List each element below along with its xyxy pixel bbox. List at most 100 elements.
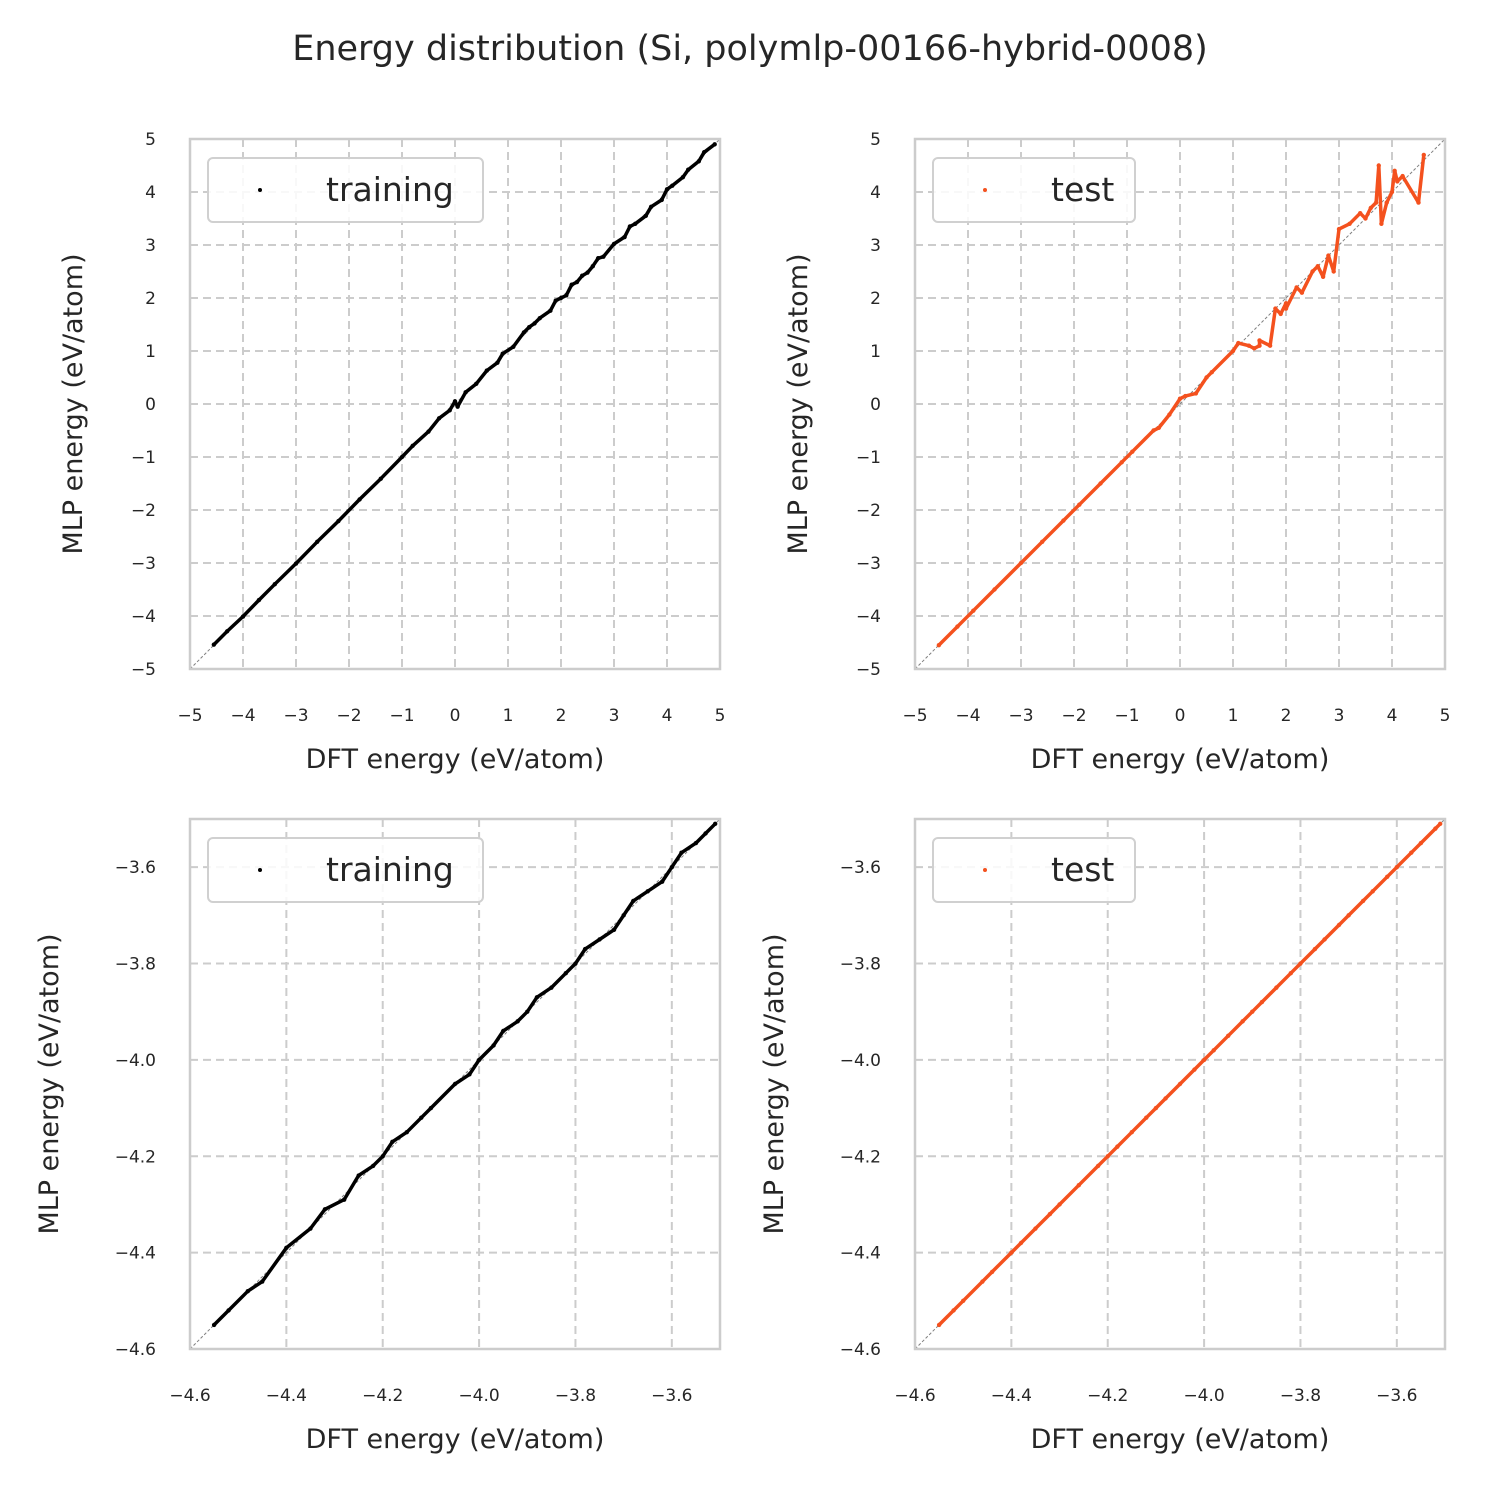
panel-2-data-point-13 [419,1115,424,1120]
panel-0-y-axis-label: MLP energy (eV/atom) [58,253,89,554]
panel-1-data-point-29 [1283,306,1289,311]
panel-0-data-point-1 [224,629,230,634]
panel-0-data-point-37 [601,254,606,259]
panel-1-axes-frame [913,137,1447,671]
panel-3-data-point-13 [1115,1144,1120,1149]
panel-3-x-tick-label-2: −4.2 [1087,1386,1128,1406]
panel-0-y-tick-label-2: −3 [131,554,156,574]
panel-2-data-point-1 [226,1308,231,1313]
panel-2-series-trace-0 [212,822,717,1327]
panel-1-data-point-41 [1368,205,1374,211]
panel-2-data-point-28 [611,927,617,933]
panel-1-y-tick-label-9: 4 [870,183,881,203]
panel-0-data-point-33 [580,273,585,278]
panel-1-legend: test [932,157,1136,223]
panel-1-x-axis-label: DFT energy (eV/atom) [1031,744,1330,775]
panel-0-y-tick-label-10: 5 [145,130,156,150]
panel-0-legend-label: training [326,170,454,209]
panel-0-legend: training [207,157,484,223]
panel-1-data-point-16 [1193,391,1199,396]
panel-1-y-axis-label: MLP energy (eV/atom) [783,253,814,554]
panel-1-series-trace-0 [937,153,1426,647]
panel-2-legend-box [207,837,484,903]
panel-3-y-axis-label: MLP energy (eV/atom) [759,933,790,1234]
panel-2-y-tick-label-3: −4.0 [115,1051,156,1071]
panel-2-y-tick-label-2: −4.2 [115,1147,156,1167]
panel-2-data-point-32 [659,879,665,884]
panel-2-data-point-31 [645,889,650,894]
panel-0-series-trace-0 [212,142,717,647]
panel-0-data-point-24 [527,324,532,330]
panel-0-data-point-27 [548,308,553,313]
panel-2-y-tick-label-4: −3.8 [115,955,156,975]
panel-1-data-point-46 [1389,189,1395,195]
panel-3-legend: test [932,837,1136,903]
panel-3-legend-box [932,837,1136,903]
panel-1-data-point-0 [936,642,942,648]
panel-2-data-point-17 [476,1057,482,1063]
panel-3-data-point-40 [1437,821,1443,827]
panel-1-data-point-44 [1379,221,1384,226]
panel-0-y-tick-label-8: 3 [145,236,156,256]
panel-0-y-tick-label-1: −4 [131,607,156,627]
panel-1-x-tick-label-2: −3 [1008,706,1033,726]
panel-1-data-point-1 [955,624,960,629]
panel-1-y-tick-label-6: 1 [870,342,881,362]
panel-0-x-tick-label-4: −1 [389,706,414,726]
panel-3-data-point-14 [1129,1129,1135,1135]
panel-0-data-point-32 [574,279,580,285]
panel-3-x-tick-label-3: −4.0 [1183,1386,1224,1406]
panel-0-data-point-4 [272,582,277,587]
panel-1-data-point-49 [1400,173,1405,179]
panel-3-data-point-0 [936,1322,942,1328]
panel-1-x-tick-label-3: −2 [1061,706,1086,726]
panel-2-y-tick-label-5: −3.6 [115,858,156,878]
panel-2-data-point-35 [693,840,699,846]
panel-0-data-point-51 [712,142,717,147]
panel-0-data-point-12 [426,429,431,434]
panel-3-data-point-9 [1057,1202,1062,1207]
panel-1-data-point-9 [1119,460,1124,465]
panel-3-data-point-10 [1076,1182,1082,1188]
panel-1-data-point-32 [1310,269,1315,274]
panel-3-y-tick-label-1: −4.4 [840,1244,881,1264]
panel-0-legend-box [207,157,484,223]
panel-1-data-point-21 [1246,343,1252,348]
panel-0-data-point-8 [357,497,362,502]
panel-0-data-point-0 [211,642,217,647]
panel-3-data-point-21 [1211,1048,1216,1053]
panel-3-legend-label: test [1051,850,1114,889]
panel-2-legend-label: training [326,850,454,889]
panel-3-data-point-12 [1105,1154,1110,1159]
panel-0-data-point-16 [455,404,460,409]
panel-2-data-point-36 [703,831,708,836]
panel-1-data-point-47 [1392,168,1397,173]
panel-0-data-point-23 [521,330,527,335]
panel-1-data-point-6 [1061,518,1066,523]
panel-1-data-point-14 [1177,396,1183,401]
panel-1-x-tick-label-5: 0 [1175,706,1186,726]
panel-1-data-point-7 [1077,502,1082,507]
panel-1-data-point-25 [1267,343,1273,348]
panel-0-data-point-30 [564,293,569,298]
panel-0-legend-marker [258,188,262,192]
panel-2-x-tick-label-2: −4.2 [362,1386,403,1406]
panel-2-y-tick-label-1: −4.4 [115,1244,156,1264]
panel-3-data-point-17 [1163,1096,1168,1101]
panel-0-data-point-41 [633,221,638,226]
panel-3-data-point-29 [1312,946,1318,952]
panel-2-data-point-16 [467,1072,472,1077]
panel-2-data-point-37 [712,821,718,827]
panel-3-data-point-8 [1047,1211,1053,1217]
panel-0-data-point-34 [585,270,590,275]
panel-3-data-point-24 [1250,1009,1255,1014]
panel-0-x-tick-label-5: 0 [450,706,461,726]
panel-1-data-point-43 [1376,163,1381,168]
panel-2-data-point-27 [597,937,602,942]
panel-2-y-axis-label: MLP energy (eV/atom) [34,933,65,1234]
panel-2-data-point-3 [260,1279,265,1284]
panel-1-x-tick-label-4: −1 [1114,706,1139,726]
panel-2-data-point-9 [370,1163,376,1169]
panel-0-data-point-29 [558,295,564,301]
